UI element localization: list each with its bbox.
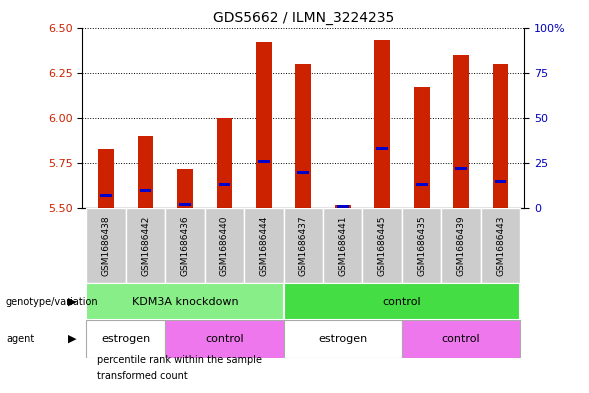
Bar xyxy=(413,87,429,208)
Text: GSM1686444: GSM1686444 xyxy=(259,215,269,276)
Text: percentile rank within the sample: percentile rank within the sample xyxy=(97,355,262,365)
Title: GDS5662 / ILMN_3224235: GDS5662 / ILMN_3224235 xyxy=(213,11,394,25)
Bar xyxy=(140,189,151,192)
Text: control: control xyxy=(442,334,481,344)
Text: GSM1686437: GSM1686437 xyxy=(299,215,308,276)
Bar xyxy=(375,40,390,208)
Text: GSM1686436: GSM1686436 xyxy=(180,215,190,276)
Bar xyxy=(492,64,508,208)
Text: GSM1686435: GSM1686435 xyxy=(417,215,426,276)
Bar xyxy=(284,320,402,358)
Text: transformed count: transformed count xyxy=(97,371,188,381)
Bar xyxy=(362,208,402,283)
Bar xyxy=(87,283,284,320)
Bar xyxy=(416,183,428,186)
Bar xyxy=(481,208,520,283)
Bar xyxy=(256,42,272,208)
Text: estrogen: estrogen xyxy=(101,334,150,344)
Text: GSM1686445: GSM1686445 xyxy=(378,215,387,276)
Text: ▶: ▶ xyxy=(68,334,77,344)
Bar xyxy=(166,208,205,283)
Text: GSM1686442: GSM1686442 xyxy=(141,215,150,276)
Bar xyxy=(166,320,284,358)
Bar xyxy=(284,208,323,283)
Text: GSM1686443: GSM1686443 xyxy=(496,215,505,276)
Bar xyxy=(100,194,112,197)
Bar xyxy=(138,136,154,208)
Bar xyxy=(335,205,350,208)
Bar xyxy=(455,167,467,170)
Bar xyxy=(258,160,270,163)
Bar xyxy=(217,118,232,208)
Text: GSM1686441: GSM1686441 xyxy=(338,215,348,276)
Text: agent: agent xyxy=(6,334,34,344)
Text: KDM3A knockdown: KDM3A knockdown xyxy=(132,297,239,307)
Bar xyxy=(87,208,126,283)
Bar xyxy=(296,64,311,208)
Bar xyxy=(126,208,166,283)
Bar xyxy=(244,208,284,283)
Bar xyxy=(98,149,114,208)
Bar xyxy=(402,320,520,358)
Bar xyxy=(219,183,230,186)
Text: genotype/variation: genotype/variation xyxy=(6,297,98,307)
Text: GSM1686439: GSM1686439 xyxy=(456,215,465,276)
Bar xyxy=(87,320,166,358)
Text: control: control xyxy=(205,334,244,344)
Text: estrogen: estrogen xyxy=(318,334,368,344)
Bar xyxy=(402,208,441,283)
Text: GSM1686440: GSM1686440 xyxy=(220,215,229,276)
Bar xyxy=(284,283,520,320)
Bar xyxy=(179,203,191,206)
Text: ▶: ▶ xyxy=(68,297,77,307)
Bar xyxy=(177,169,193,208)
Bar xyxy=(453,55,469,208)
Bar xyxy=(323,208,362,283)
Text: control: control xyxy=(383,297,421,307)
Bar xyxy=(441,208,481,283)
Bar xyxy=(297,171,309,174)
Bar xyxy=(337,205,349,208)
Bar xyxy=(495,180,507,183)
Bar xyxy=(376,147,388,150)
Text: GSM1686438: GSM1686438 xyxy=(102,215,111,276)
Bar xyxy=(205,208,244,283)
